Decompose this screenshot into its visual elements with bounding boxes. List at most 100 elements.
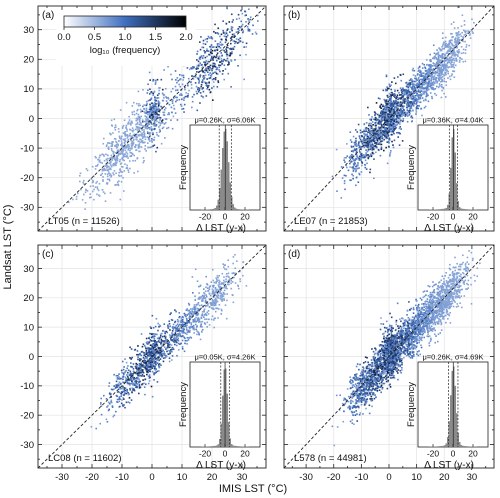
- histogram-bar: [234, 207, 236, 210]
- inset-histogram: -20 0 20 μ=0.26K, σ=4.69K Δ LST (y-x) Frequen…: [406, 353, 489, 471]
- histogram-bar: [436, 209, 438, 210]
- histogram-bar: [442, 445, 444, 447]
- histogram-bar: [220, 423, 222, 447]
- colorbar: 0.0 0.5 1.0 1.5 2.0 log₁₀ (frequency): [56, 10, 196, 66]
- histogram-bar: [238, 446, 240, 447]
- inset-title: μ=0.26K, σ=6.06K: [194, 116, 255, 125]
- histogram-bar: [214, 207, 216, 210]
- x-tick-label: -10: [355, 472, 369, 483]
- x-tick-label: 30: [467, 472, 478, 483]
- histogram-bar: [219, 439, 221, 447]
- colorbar-tick-label: 2.0: [179, 32, 192, 43]
- histogram-bar: [447, 437, 449, 447]
- histogram-bar: [217, 444, 219, 447]
- histogram-bar: [241, 209, 243, 210]
- y-tick-label: 30: [23, 25, 34, 36]
- histogram-bar: [207, 446, 209, 447]
- histogram-bar: [220, 169, 222, 210]
- histogram-bar: [211, 446, 213, 447]
- histogram-bar: [465, 209, 467, 210]
- histogram-bar: [226, 393, 228, 447]
- inset-x-tick-label: 20: [468, 212, 478, 222]
- sample-annotation: LE07 (n = 21853): [294, 216, 368, 227]
- histogram-bar: [462, 208, 464, 210]
- y-tick-label: -20: [20, 173, 34, 184]
- histogram-bar: [466, 446, 468, 447]
- histogram-bar: [451, 370, 453, 447]
- histogram-bar: [228, 422, 230, 447]
- inset-histogram: -20 0 20 μ=0.36K, σ=4.04K Δ LST (y-x) Frequen…: [406, 116, 489, 234]
- y-axis-label: Landsat LST (°C): [2, 205, 14, 290]
- histogram-bar: [216, 445, 218, 447]
- density-points: [331, 6, 475, 199]
- inset-x-label: Δ LST (y-x): [424, 223, 474, 234]
- histogram-bar: [210, 209, 212, 210]
- histogram-bar: [463, 445, 465, 447]
- histogram-bar: [225, 368, 227, 447]
- colorbar-tick-label: 1.0: [118, 32, 131, 43]
- histogram-bar: [213, 208, 215, 210]
- histogram-bar: [438, 209, 440, 210]
- inset-histogram: -20 0 20 μ=0.05K, σ=4.26K Δ LST (y-x) Frequen…: [178, 353, 261, 471]
- histogram-bar: [448, 421, 450, 447]
- histogram-bar: [207, 209, 209, 210]
- colorbar-label: log₁₀ (frequency): [90, 45, 161, 56]
- histogram-bar: [456, 413, 458, 447]
- sample-annotation: LC08 (n = 11602): [48, 453, 122, 464]
- histogram-bar: [237, 209, 239, 210]
- histogram-bar: [450, 395, 452, 447]
- histogram-bar: [460, 444, 462, 447]
- inset-title: μ=0.36K, σ=4.04K: [422, 116, 483, 125]
- inset-x-tick-label: -20: [427, 212, 440, 222]
- inset-y-label: Frequency: [178, 145, 189, 190]
- density-points: [331, 250, 481, 447]
- histogram-bar: [468, 446, 470, 447]
- panel-label: (a): [42, 10, 54, 21]
- x-tick-label: 10: [177, 472, 188, 483]
- histogram-bar: [435, 446, 437, 447]
- inset-x-tick-label: -20: [427, 449, 440, 459]
- histogram-bar: [435, 209, 437, 210]
- x-axis-label: IMIS LST (°C): [219, 483, 287, 495]
- panel-1: (b) LE07 (n = 21853) -20 0 20 μ=0.36K, σ=4.04…: [283, 5, 495, 234]
- histogram-bar: [439, 209, 441, 210]
- identity-line: [37, 5, 267, 232]
- histogram-bar: [439, 446, 441, 447]
- x-tick-label: -20: [327, 472, 341, 483]
- x-tick-label: 20: [439, 472, 450, 483]
- histogram-bar: [235, 208, 237, 210]
- histogram-bar: [454, 152, 456, 210]
- x-tick-label: 20: [207, 472, 218, 483]
- sample-annotation: L578 (n = 44981): [294, 453, 367, 464]
- inset-x-label: Δ LST (y-x): [424, 460, 474, 471]
- histogram-bar: [238, 209, 240, 210]
- histogram-bar: [450, 167, 452, 210]
- histogram-bar: [441, 445, 443, 447]
- histogram-bar: [454, 385, 456, 447]
- x-tick-label: 10: [411, 472, 422, 483]
- inset-title: μ=0.05K, σ=4.26K: [194, 353, 255, 362]
- histogram-bar: [465, 446, 467, 447]
- histogram-bar: [223, 131, 225, 210]
- histogram-bar: [214, 445, 216, 447]
- histogram-bar: [451, 137, 453, 210]
- y-tick-label: 10: [23, 84, 34, 95]
- histogram-bar: [447, 204, 449, 210]
- inset-title: μ=0.26K, σ=4.69K: [422, 353, 483, 362]
- identity-line: [283, 5, 495, 232]
- y-tick-label: -30: [20, 440, 34, 451]
- colorbar-tick-label: 0.5: [88, 32, 101, 43]
- histogram-bar: [208, 446, 210, 447]
- histogram-bar: [444, 208, 446, 210]
- inset-y-label: Frequency: [406, 382, 417, 427]
- y-tick-label: -20: [20, 410, 34, 421]
- panel-label: (d): [288, 249, 300, 260]
- inset-x-tick-label: 0: [451, 212, 456, 222]
- y-tick-label: -10: [20, 381, 34, 392]
- colorbar-gradient: [63, 15, 187, 28]
- histogram-bar: [219, 187, 221, 210]
- histogram-bar: [442, 208, 444, 210]
- density-points: [90, 254, 248, 430]
- x-tick-label: -20: [85, 472, 99, 483]
- histogram-bar: [226, 141, 228, 210]
